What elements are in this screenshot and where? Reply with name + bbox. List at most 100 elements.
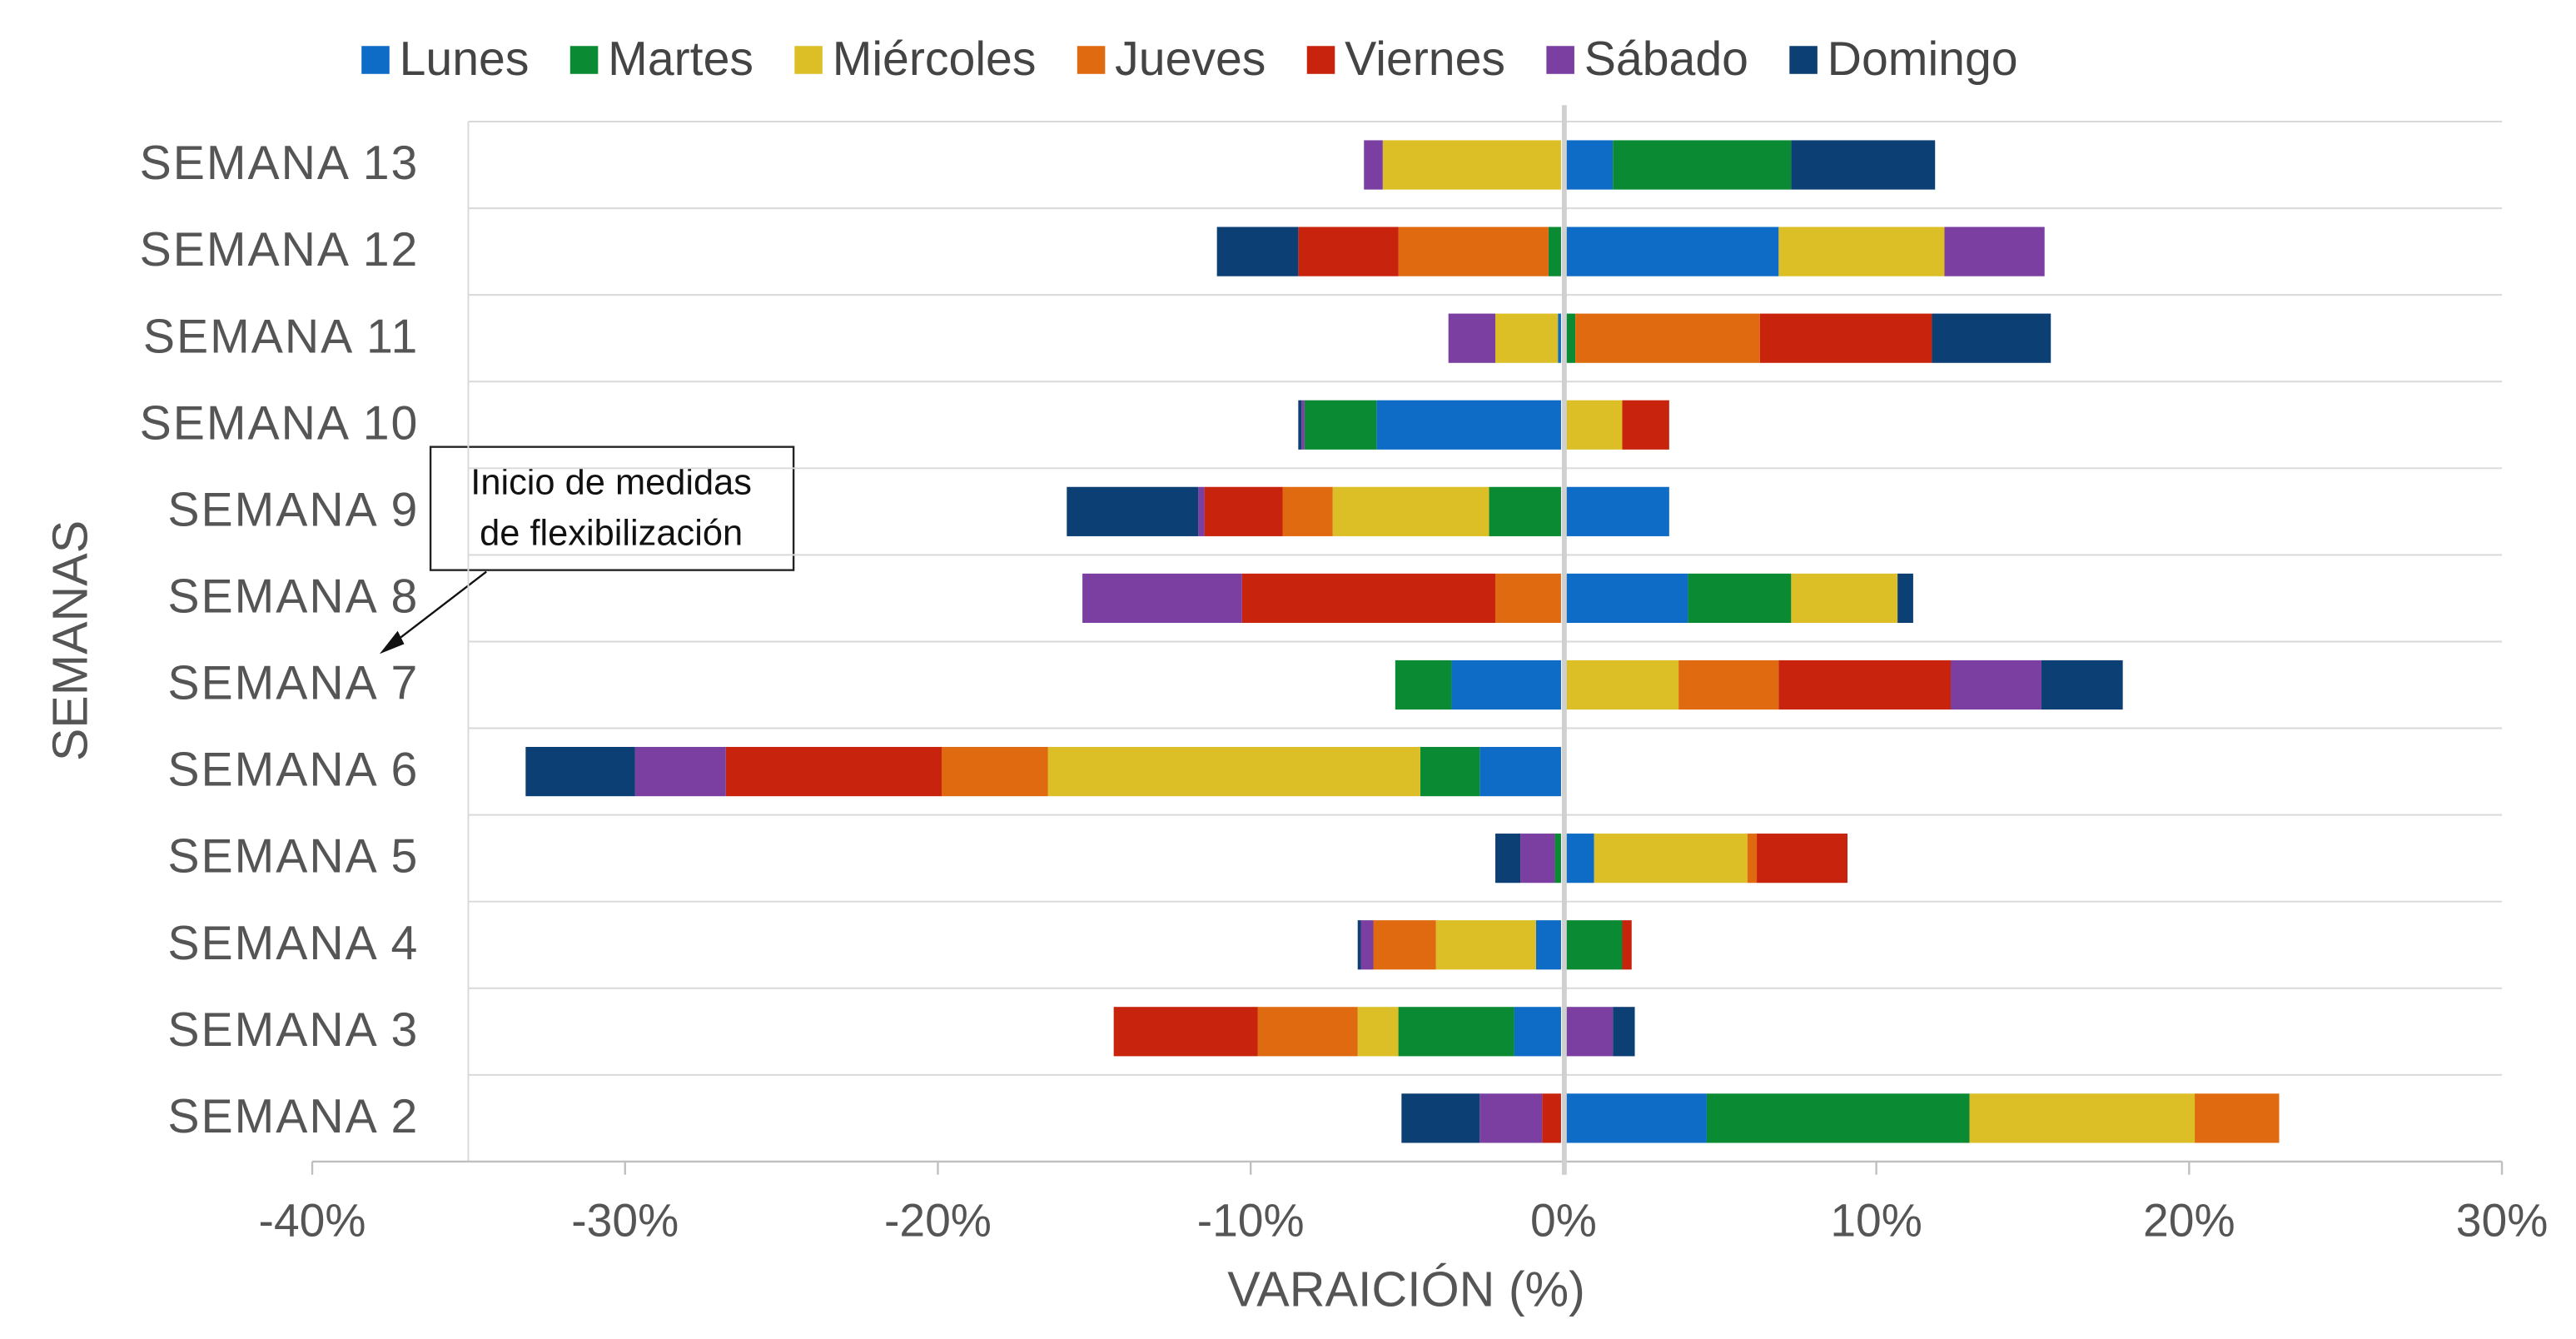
- y-tick-label: SEMANA 2: [167, 1090, 419, 1143]
- legend-label: Miércoles: [833, 32, 1037, 86]
- legend-swatch: [569, 46, 599, 74]
- bar-segment: [1950, 660, 2041, 710]
- bar-segment: [525, 746, 635, 797]
- y-tick-label: SEMANA 10: [140, 396, 420, 450]
- bar-segment: [1479, 1093, 1543, 1143]
- bar-segment: [1791, 140, 1936, 190]
- bar-segment: [1791, 573, 1898, 624]
- annotation-arrow: [387, 570, 487, 649]
- bar-segment: [1495, 834, 1521, 884]
- bar-segment: [1448, 313, 1496, 363]
- bar-segment: [1535, 920, 1561, 970]
- bar-segment: [1613, 140, 1792, 190]
- legend-swatch: [1306, 46, 1335, 74]
- bar-segment: [1451, 660, 1561, 710]
- bar-segment: [1622, 400, 1669, 450]
- bar-segment: [1204, 486, 1283, 536]
- bar-segment: [1495, 313, 1559, 363]
- bar-segment: [1706, 1093, 1970, 1143]
- bar-segment: [1398, 226, 1549, 276]
- bar-segment: [1520, 834, 1555, 884]
- bar-segment: [1688, 573, 1792, 624]
- x-axis-title: VARAICIÓN (%): [1227, 1261, 1585, 1317]
- bar-segment: [1594, 834, 1748, 884]
- bar-segment: [1395, 660, 1452, 710]
- bar-segment: [1565, 226, 1779, 276]
- bar-segment: [725, 746, 942, 797]
- x-tick-label: -40%: [259, 1194, 366, 1246]
- bar-segment: [1364, 140, 1383, 190]
- x-tick-label: 20%: [2143, 1194, 2235, 1246]
- bar-segment: [1897, 573, 1913, 624]
- x-tick-label: 0%: [1530, 1194, 1597, 1246]
- bar-segment: [1565, 573, 1688, 624]
- legend-swatch: [1789, 46, 1818, 74]
- legend-label: Jueves: [1115, 32, 1266, 86]
- bar-segment: [1332, 486, 1489, 536]
- bar-segment: [1747, 834, 1758, 884]
- bar-segment: [1304, 400, 1377, 450]
- bar-segment: [1357, 920, 1361, 970]
- legend-label: Martes: [608, 32, 753, 86]
- bar-segment: [1360, 920, 1374, 970]
- y-tick-label: SEMANA 3: [167, 1003, 419, 1057]
- bar-segment: [634, 746, 726, 797]
- bar-segment: [1420, 746, 1480, 797]
- bar-segment: [942, 746, 1048, 797]
- bar-segment: [1373, 920, 1436, 970]
- bar-segment: [1565, 140, 1614, 190]
- bar-segment: [1479, 746, 1561, 797]
- bar-segment: [1398, 1007, 1514, 1057]
- bar-segment: [1969, 1093, 2196, 1143]
- legend-label: Domingo: [1828, 32, 2018, 86]
- bar-segment: [1678, 660, 1779, 710]
- x-tick-label: 30%: [2456, 1194, 2549, 1246]
- bar-segment: [1613, 1007, 1635, 1057]
- y-tick-label: SEMANA 11: [143, 310, 419, 363]
- y-tick-label: SEMANA 5: [167, 830, 419, 884]
- y-tick-label: SEMANA 12: [140, 223, 420, 276]
- y-tick-label: SEMANA 4: [167, 917, 419, 970]
- bar-segment: [1759, 313, 1932, 363]
- bar-segment: [1622, 920, 1632, 970]
- bar-segment: [1489, 486, 1561, 536]
- bar-segment: [1565, 660, 1679, 710]
- bar-segment: [1495, 573, 1561, 624]
- bar-segment: [1514, 1007, 1561, 1057]
- bar-segment: [1298, 226, 1399, 276]
- y-tick-label: SEMANA 8: [167, 570, 419, 624]
- bar-segment: [1357, 1007, 1399, 1057]
- legend-swatch: [794, 46, 823, 74]
- bar-segment: [2195, 1093, 2280, 1143]
- bar-segment: [1216, 226, 1299, 276]
- bar-segment: [1082, 573, 1242, 624]
- bar-segment: [1565, 834, 1594, 884]
- legend-swatch: [1077, 46, 1106, 74]
- annotation-text: de flexibilización: [480, 514, 743, 554]
- bar-segment: [1113, 1007, 1258, 1057]
- x-tick-label: -10%: [1197, 1194, 1305, 1246]
- bar-segment: [2041, 660, 2123, 710]
- bar-segment: [1067, 486, 1199, 536]
- bar-segment: [1565, 486, 1669, 536]
- bar-segment: [1565, 400, 1623, 450]
- y-tick-label: SEMANA 7: [167, 657, 419, 710]
- bar-segment: [1558, 313, 1561, 363]
- annotation-text: Inicio de medidas: [470, 463, 752, 503]
- legend-label: Viernes: [1345, 32, 1505, 86]
- bar-segment: [1047, 746, 1420, 797]
- bar-segment: [1282, 486, 1333, 536]
- legend-label: Lunes: [400, 32, 530, 86]
- y-tick-label: SEMANA 13: [140, 137, 420, 190]
- bar-segment: [1757, 834, 1848, 884]
- bar-segment: [1548, 226, 1561, 276]
- bar-segment: [1542, 1093, 1561, 1143]
- legend-swatch: [1546, 46, 1574, 74]
- y-tick-label: SEMANA 6: [167, 744, 419, 797]
- bar-segment: [1565, 1007, 1614, 1057]
- bar-segment: [1932, 313, 2051, 363]
- bar-segment: [1301, 400, 1305, 450]
- bar-segment: [1575, 313, 1760, 363]
